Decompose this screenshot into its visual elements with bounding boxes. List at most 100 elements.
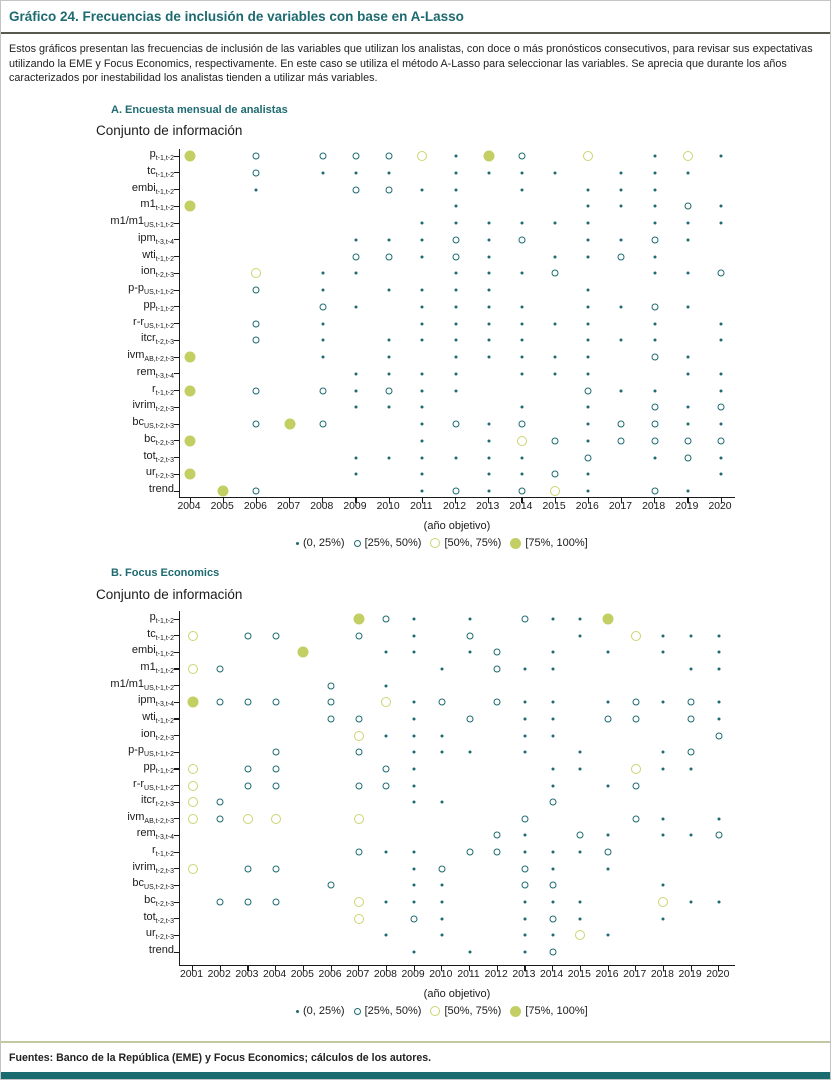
- year-label: 2008: [310, 501, 334, 512]
- y-tick: [174, 440, 179, 442]
- data-point: [327, 682, 335, 690]
- data-point: [487, 489, 491, 493]
- y-tick: [174, 818, 179, 820]
- data-point: [412, 950, 416, 954]
- data-point: [520, 271, 524, 275]
- row-label: pt-1,t-2: [149, 611, 174, 626]
- data-point: [384, 900, 388, 904]
- data-point: [487, 305, 491, 309]
- data-point: [578, 767, 582, 771]
- data-point: [187, 696, 198, 708]
- data-point: [454, 221, 458, 225]
- data-point: [719, 204, 723, 208]
- data-point: [352, 253, 360, 260]
- x-tick: [469, 966, 471, 971]
- data-point: [661, 817, 665, 821]
- data-point: [454, 372, 458, 376]
- x-tick: [385, 966, 388, 971]
- data-point: [617, 437, 625, 445]
- data-point: [384, 650, 388, 654]
- data-point: [719, 221, 723, 225]
- data-point: [661, 634, 665, 638]
- data-point: [184, 351, 196, 363]
- row-label: bct-2,t-3: [144, 894, 174, 909]
- title-rule: [1, 32, 830, 34]
- data-point: [523, 667, 527, 671]
- data-point: [412, 734, 416, 738]
- row-label: urt-2,t-3: [145, 466, 174, 481]
- data-point: [717, 269, 725, 277]
- y-tick: [174, 934, 179, 937]
- data-point: [417, 151, 428, 161]
- y-tick: [174, 618, 179, 620]
- data-point: [412, 900, 416, 904]
- data-point: [586, 188, 590, 191]
- legend: (0, 25%) [25%, 50%) [50%, 75%) [75%, 100%]: [296, 537, 588, 549]
- y-tick: [174, 801, 179, 803]
- data-point: [717, 817, 721, 821]
- data-point: [440, 883, 444, 887]
- data-point: [483, 150, 495, 162]
- data-point: [387, 338, 391, 342]
- data-point: [717, 437, 725, 445]
- data-point: [553, 372, 557, 376]
- legend-item: (0, 25%): [296, 1005, 345, 1017]
- data-point: [520, 338, 524, 342]
- data-point: [717, 403, 725, 411]
- data-point: [466, 715, 473, 723]
- data-point: [384, 684, 388, 688]
- data-point: [354, 305, 358, 309]
- data-point: [586, 288, 590, 292]
- y-tick: [174, 851, 179, 853]
- data-point: [468, 650, 471, 654]
- data-point: [468, 617, 471, 621]
- year-label: 2012: [442, 501, 467, 512]
- data-point: [520, 355, 524, 359]
- data-point: [354, 271, 358, 275]
- data-point: [244, 898, 252, 906]
- data-point: [420, 238, 424, 242]
- data-point: [385, 152, 393, 160]
- legend-label: [50%, 75%): [444, 1005, 502, 1017]
- y-tick: [174, 306, 179, 308]
- legend-marker: [510, 537, 522, 549]
- data-point: [354, 171, 358, 175]
- y-tick: [174, 256, 179, 258]
- data-point: [578, 617, 582, 621]
- data-point: [717, 667, 721, 671]
- data-point: [551, 667, 555, 671]
- data-point: [551, 269, 559, 277]
- data-point: [438, 865, 446, 873]
- data-point: [521, 881, 529, 889]
- data-point: [354, 372, 358, 376]
- data-point: [353, 897, 364, 908]
- year-label: 2006: [318, 969, 342, 980]
- x-tick: [579, 966, 581, 971]
- data-point: [493, 665, 501, 673]
- plot-area: [174, 611, 735, 971]
- year-label: 2011: [457, 969, 480, 980]
- data-point: [493, 831, 501, 839]
- data-point: [487, 271, 491, 275]
- data-point: [493, 848, 501, 856]
- y-tick: [174, 701, 179, 703]
- data-point: [686, 405, 690, 409]
- row-label: embit-1,t-2: [131, 644, 174, 659]
- row-label: trend: [148, 483, 174, 495]
- data-point: [440, 800, 444, 804]
- data-point: [632, 815, 640, 823]
- y-tick: [174, 834, 179, 837]
- x-tick: [441, 966, 443, 971]
- year-label: 2020: [706, 969, 730, 980]
- year-label: 2017: [608, 501, 633, 512]
- data-point: [251, 268, 262, 279]
- x-tick: [496, 966, 498, 971]
- x-tick: [247, 966, 249, 971]
- data-point: [382, 765, 390, 773]
- data-point: [420, 389, 424, 392]
- bottom-accent-bar: [1, 1072, 830, 1079]
- data-point: [619, 171, 623, 175]
- data-point: [653, 456, 657, 459]
- data-point: [689, 634, 693, 638]
